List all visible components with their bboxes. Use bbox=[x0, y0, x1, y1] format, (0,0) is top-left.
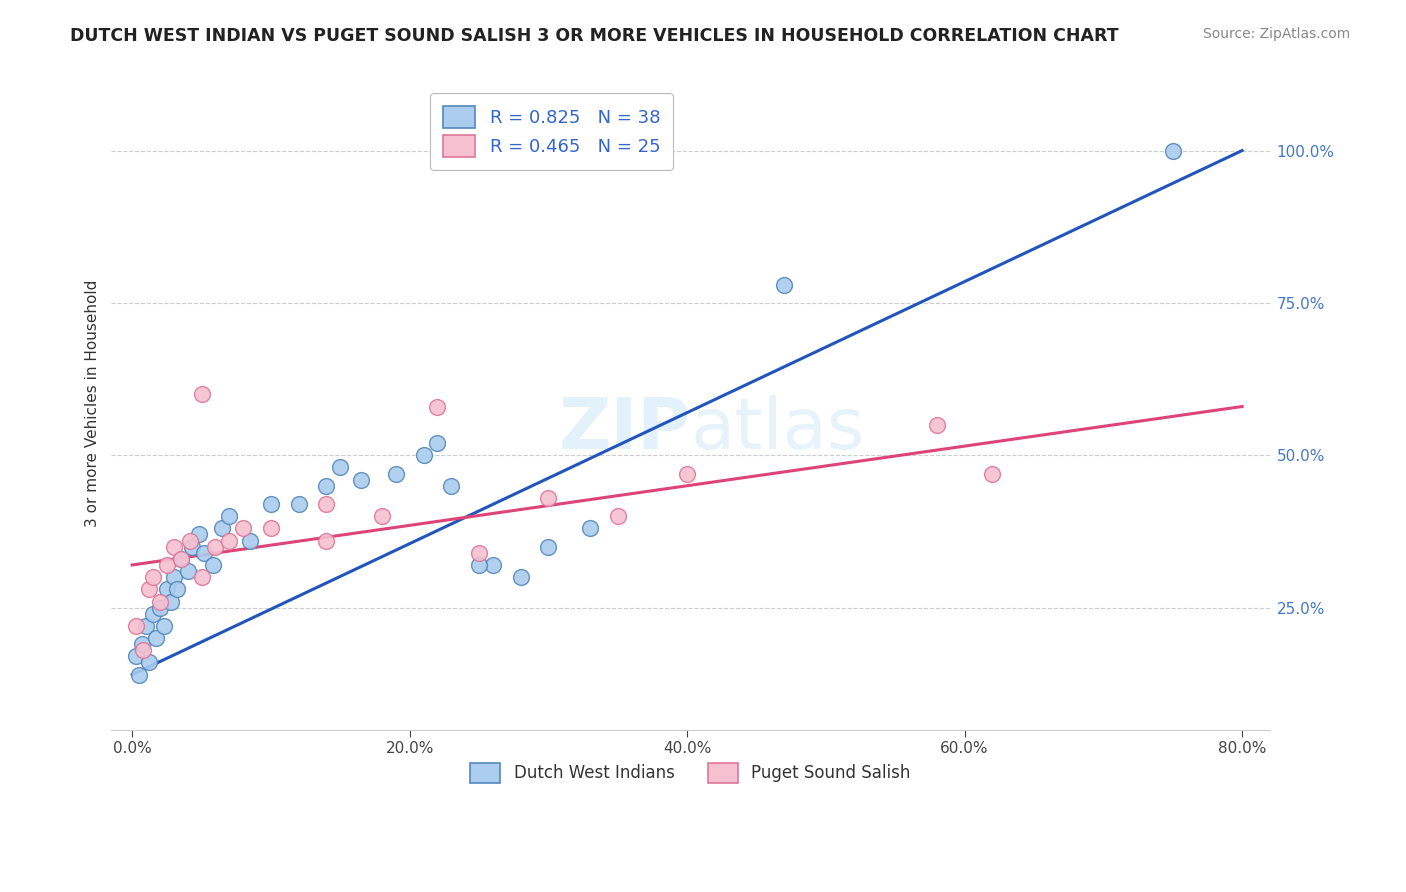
Y-axis label: 3 or more Vehicles in Household: 3 or more Vehicles in Household bbox=[86, 280, 100, 527]
Text: Source: ZipAtlas.com: Source: ZipAtlas.com bbox=[1202, 27, 1350, 41]
Point bbox=[125, 619, 148, 633]
Point bbox=[773, 277, 796, 292]
Point bbox=[371, 509, 394, 524]
Point bbox=[925, 417, 948, 432]
Point bbox=[156, 582, 179, 597]
Point bbox=[260, 497, 283, 511]
Text: atlas: atlas bbox=[690, 395, 865, 464]
Point bbox=[315, 479, 337, 493]
Point bbox=[232, 521, 254, 535]
Point bbox=[163, 540, 186, 554]
Point bbox=[537, 540, 560, 554]
Point bbox=[204, 540, 226, 554]
Point bbox=[287, 497, 309, 511]
Point bbox=[468, 558, 491, 572]
Point bbox=[579, 521, 602, 535]
Point bbox=[412, 448, 434, 462]
Point bbox=[211, 521, 233, 535]
Point bbox=[131, 637, 153, 651]
Point bbox=[218, 533, 240, 548]
Point bbox=[153, 619, 176, 633]
Point bbox=[128, 667, 150, 681]
Point bbox=[142, 607, 165, 621]
Point bbox=[440, 479, 463, 493]
Point bbox=[509, 570, 531, 584]
Point bbox=[125, 649, 148, 664]
Point bbox=[468, 546, 491, 560]
Point bbox=[190, 387, 212, 401]
Point bbox=[201, 558, 224, 572]
Point bbox=[350, 473, 373, 487]
Point bbox=[187, 527, 209, 541]
Point bbox=[179, 533, 201, 548]
Point bbox=[260, 521, 283, 535]
Point bbox=[193, 546, 215, 560]
Point bbox=[426, 436, 449, 450]
Point bbox=[315, 533, 337, 548]
Point bbox=[606, 509, 628, 524]
Point bbox=[177, 564, 200, 578]
Point bbox=[166, 582, 188, 597]
Point bbox=[156, 558, 179, 572]
Point bbox=[149, 600, 172, 615]
Point bbox=[239, 533, 262, 548]
Point bbox=[218, 509, 240, 524]
Point bbox=[138, 656, 160, 670]
Text: DUTCH WEST INDIAN VS PUGET SOUND SALISH 3 OR MORE VEHICLES IN HOUSEHOLD CORRELAT: DUTCH WEST INDIAN VS PUGET SOUND SALISH … bbox=[70, 27, 1119, 45]
Point bbox=[190, 570, 212, 584]
Point bbox=[676, 467, 699, 481]
Point bbox=[426, 400, 449, 414]
Point bbox=[180, 540, 202, 554]
Point bbox=[329, 460, 352, 475]
Point bbox=[482, 558, 505, 572]
Point bbox=[170, 552, 193, 566]
Point bbox=[163, 570, 186, 584]
Point bbox=[160, 594, 183, 608]
Point bbox=[1161, 144, 1184, 158]
Point bbox=[315, 497, 337, 511]
Point bbox=[149, 594, 172, 608]
Point bbox=[981, 467, 1004, 481]
Point bbox=[170, 552, 193, 566]
Legend: Dutch West Indians, Puget Sound Salish: Dutch West Indians, Puget Sound Salish bbox=[461, 753, 921, 793]
Text: ZIP: ZIP bbox=[558, 395, 690, 464]
Point bbox=[135, 619, 157, 633]
Point bbox=[132, 643, 155, 657]
Point bbox=[138, 582, 160, 597]
Point bbox=[537, 491, 560, 505]
Point bbox=[142, 570, 165, 584]
Point bbox=[385, 467, 408, 481]
Point bbox=[145, 631, 167, 645]
